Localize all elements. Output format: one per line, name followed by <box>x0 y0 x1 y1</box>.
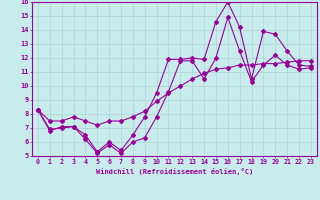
X-axis label: Windchill (Refroidissement éolien,°C): Windchill (Refroidissement éolien,°C) <box>96 168 253 175</box>
